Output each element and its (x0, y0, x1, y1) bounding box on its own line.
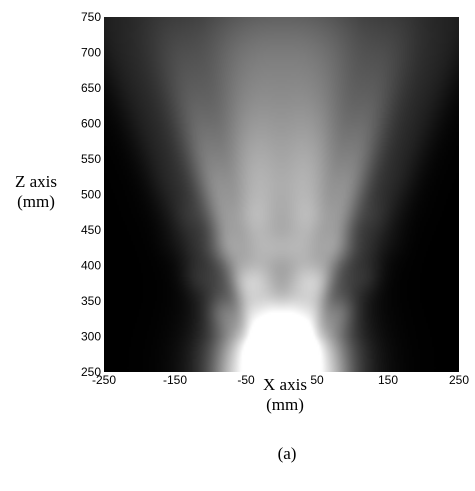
y-tick-label: 400 (81, 259, 101, 273)
y-tick-label: 300 (81, 330, 101, 344)
x-axis-label-line-2: (mm) (266, 395, 304, 414)
plot-area (104, 17, 459, 372)
y-tick-label: 250 (81, 365, 101, 379)
y-tick-label: 650 (81, 81, 101, 95)
y-ticks: 250 300 350 400 450 500 550 600 650 700 750 (81, 10, 101, 379)
y-tick-label: 600 (81, 117, 101, 131)
x-tick-label: -50 (237, 373, 255, 387)
heatmap-image (104, 17, 459, 372)
x-tick-label: -250 (92, 373, 116, 387)
x-axis-label: X axis (mm) (230, 375, 340, 415)
y-tick-label: 750 (81, 10, 101, 24)
x-axis-label-line-1: X axis (263, 375, 307, 394)
x-ticks: -250 -150 -50 50 150 250 (92, 373, 469, 387)
y-axis-label-line-2: (mm) (17, 192, 55, 211)
y-tick-label: 550 (81, 152, 101, 166)
y-tick-label: 700 (81, 46, 101, 60)
figure-caption: (a) (277, 444, 297, 463)
x-tick-label: -150 (163, 373, 187, 387)
y-tick-label: 450 (81, 223, 101, 237)
x-tick-label: 50 (310, 373, 324, 387)
y-tick-label: 350 (81, 294, 101, 308)
y-axis-label-line-1: Z axis (14, 172, 58, 191)
x-tick-label: 250 (449, 373, 469, 387)
y-axis-label: Z axis (mm) (2, 172, 70, 212)
x-tick-label: 150 (378, 373, 398, 387)
y-tick-label: 500 (81, 188, 101, 202)
